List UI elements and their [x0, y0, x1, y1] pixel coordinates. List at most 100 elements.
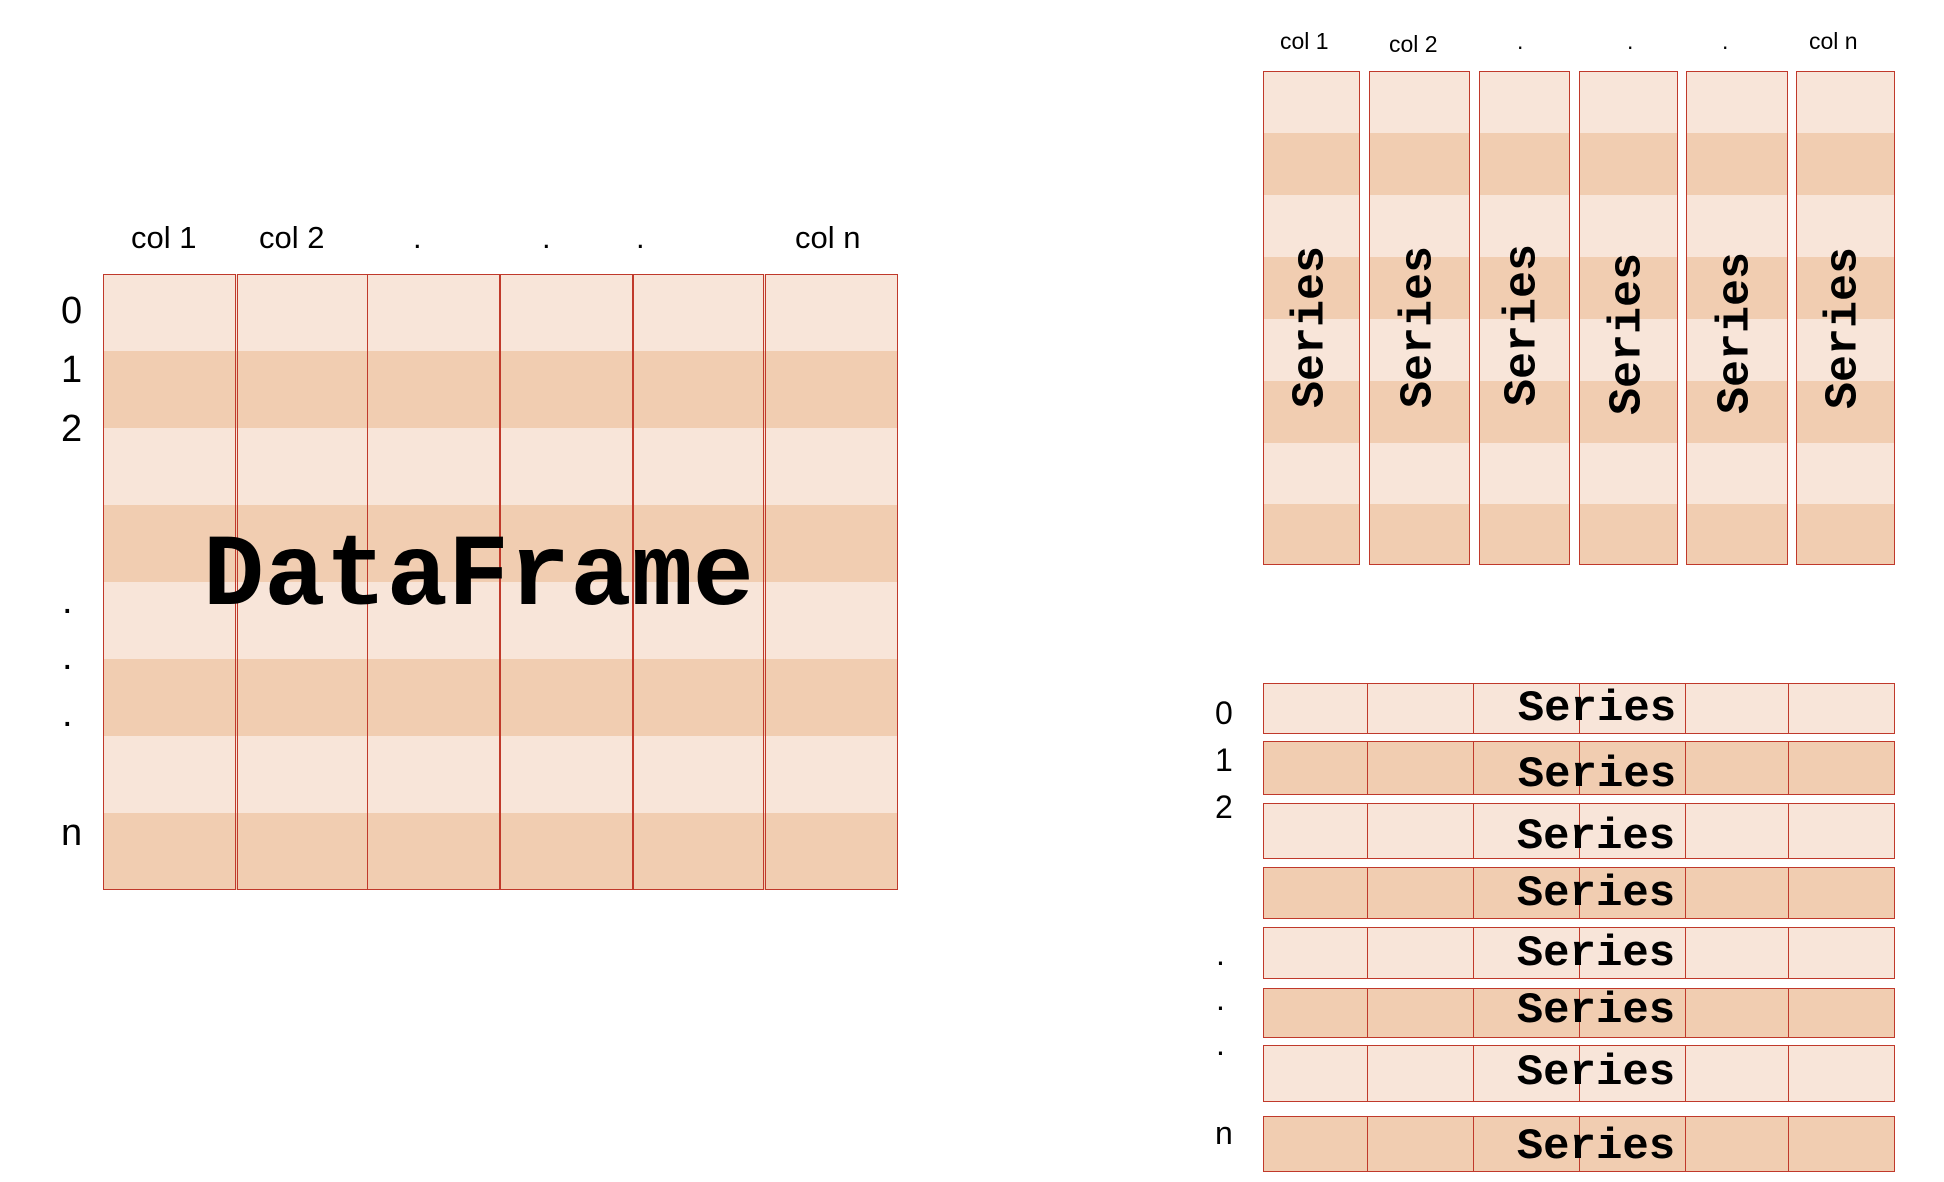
- cell: [1369, 504, 1470, 565]
- col-view-label: col 2: [1389, 31, 1438, 57]
- cell: [1369, 71, 1470, 133]
- series-column: Series: [1686, 71, 1788, 565]
- cell: [1474, 684, 1580, 733]
- df-column: [633, 274, 764, 890]
- cell: [1580, 742, 1686, 794]
- df-column: [500, 274, 633, 890]
- cell: [1579, 195, 1678, 257]
- cell: [1796, 504, 1895, 565]
- series-label: Series: [1602, 252, 1654, 416]
- cell: [1580, 1117, 1686, 1171]
- cell: [1369, 133, 1470, 195]
- cell: [1686, 1117, 1789, 1171]
- row-view-label: .: [1216, 981, 1225, 1017]
- cell: [1686, 928, 1789, 978]
- cell: [1264, 804, 1368, 858]
- cell: [1263, 133, 1360, 195]
- col-view-label: col 1: [1280, 28, 1329, 54]
- cell: [1479, 381, 1570, 443]
- row-view-label: n: [1215, 1115, 1233, 1151]
- series-label: Series: [1516, 1122, 1676, 1172]
- cell: [1686, 443, 1788, 504]
- cell: [1264, 742, 1368, 794]
- cell: [1686, 684, 1789, 733]
- cell: [1369, 257, 1470, 319]
- series-column: Series: [1796, 71, 1895, 565]
- cell: [1263, 381, 1360, 443]
- column-border: [1796, 71, 1895, 565]
- col-view-label: .: [1627, 28, 1634, 54]
- cell: [1579, 133, 1678, 195]
- series-row: Series: [1263, 1045, 1895, 1102]
- cell: [1686, 133, 1788, 195]
- cell: [1796, 381, 1895, 443]
- df-col-label: col n: [795, 220, 861, 255]
- rows-series-diagram: 0 1 2 . . . n: [1200, 670, 1944, 1182]
- cell: [1474, 742, 1580, 794]
- df-row-label: 0: [61, 290, 83, 332]
- cell: [1263, 71, 1360, 133]
- series-row: Series: [1263, 683, 1895, 734]
- cell: [1686, 504, 1788, 565]
- df-row-label: n: [61, 812, 83, 854]
- df-column: [765, 274, 898, 890]
- series-label: Series: [1516, 1048, 1676, 1098]
- cell: [1368, 928, 1474, 978]
- cell: [1479, 443, 1570, 504]
- cell: [1479, 257, 1570, 319]
- cell: [1368, 742, 1474, 794]
- cell: [1686, 868, 1789, 918]
- column-border: [1579, 71, 1678, 565]
- df-row-label: .: [62, 636, 73, 678]
- cell: [1796, 443, 1895, 504]
- row-view-label: 2: [1215, 789, 1233, 825]
- row-view-label: 1: [1215, 742, 1233, 778]
- row-view-label: .: [1216, 1026, 1225, 1062]
- dataframe-title: DataFrame: [203, 519, 754, 635]
- cell: [1686, 319, 1788, 381]
- cell: [1686, 989, 1789, 1037]
- series-row: Series: [1263, 803, 1895, 859]
- df-row-label: .: [62, 693, 73, 735]
- cell: [1264, 1117, 1368, 1171]
- cell: [1479, 133, 1570, 195]
- cell: [1474, 804, 1580, 858]
- cell: [1579, 504, 1678, 565]
- cell: [1579, 257, 1678, 319]
- col-view-label: .: [1722, 28, 1729, 54]
- df-column: [103, 274, 236, 890]
- cell: [1479, 71, 1570, 133]
- cell: [1579, 443, 1678, 504]
- cell: [1686, 195, 1788, 257]
- column-border: [1369, 71, 1470, 565]
- series-column: Series: [1263, 71, 1360, 565]
- series-label: Series: [1393, 245, 1445, 409]
- cell: [1263, 443, 1360, 504]
- cell: [1580, 1046, 1686, 1101]
- df-col-label: .: [542, 220, 551, 255]
- columns-series-diagram: col 1 col 2 . . . col n: [1240, 0, 1944, 580]
- cell: [1369, 319, 1470, 381]
- cell: [1686, 381, 1788, 443]
- cell: [1264, 868, 1368, 918]
- col-view-label: .: [1517, 28, 1524, 54]
- cell: [1263, 195, 1360, 257]
- series-label: Series: [1516, 812, 1676, 859]
- cell: [1796, 257, 1895, 319]
- column-border: [1686, 71, 1788, 565]
- series-label: Series: [1516, 869, 1676, 919]
- cell: [1368, 1117, 1474, 1171]
- cell: [1368, 989, 1474, 1037]
- cell: [1686, 71, 1788, 133]
- cell: [1580, 928, 1686, 978]
- cell: [1796, 133, 1895, 195]
- series-label: Series: [1818, 246, 1870, 410]
- cell: [1369, 381, 1470, 443]
- series-row: Series: [1263, 867, 1895, 919]
- col-view-label: col n: [1809, 28, 1858, 54]
- series-label: Series: [1517, 750, 1677, 795]
- cell: [1369, 195, 1470, 257]
- cell: [1474, 1046, 1580, 1101]
- cell: [1264, 1046, 1368, 1101]
- cell: [1579, 381, 1678, 443]
